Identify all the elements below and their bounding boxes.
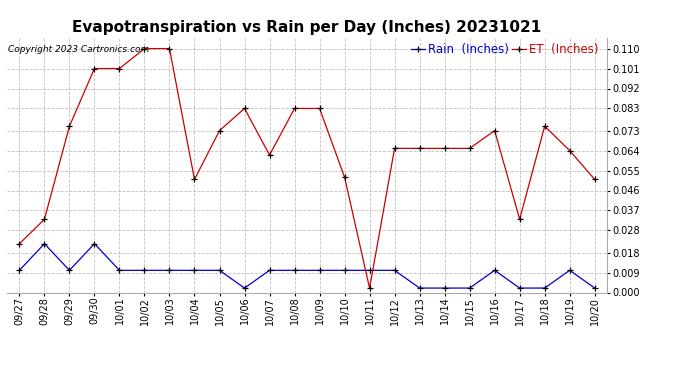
Title: Evapotranspiration vs Rain per Day (Inches) 20231021: Evapotranspiration vs Rain per Day (Inch… [72,20,542,35]
Legend: Rain  (Inches), ET  (Inches): Rain (Inches), ET (Inches) [411,44,598,56]
Text: Copyright 2023 Cartronics.com: Copyright 2023 Cartronics.com [8,45,149,54]
